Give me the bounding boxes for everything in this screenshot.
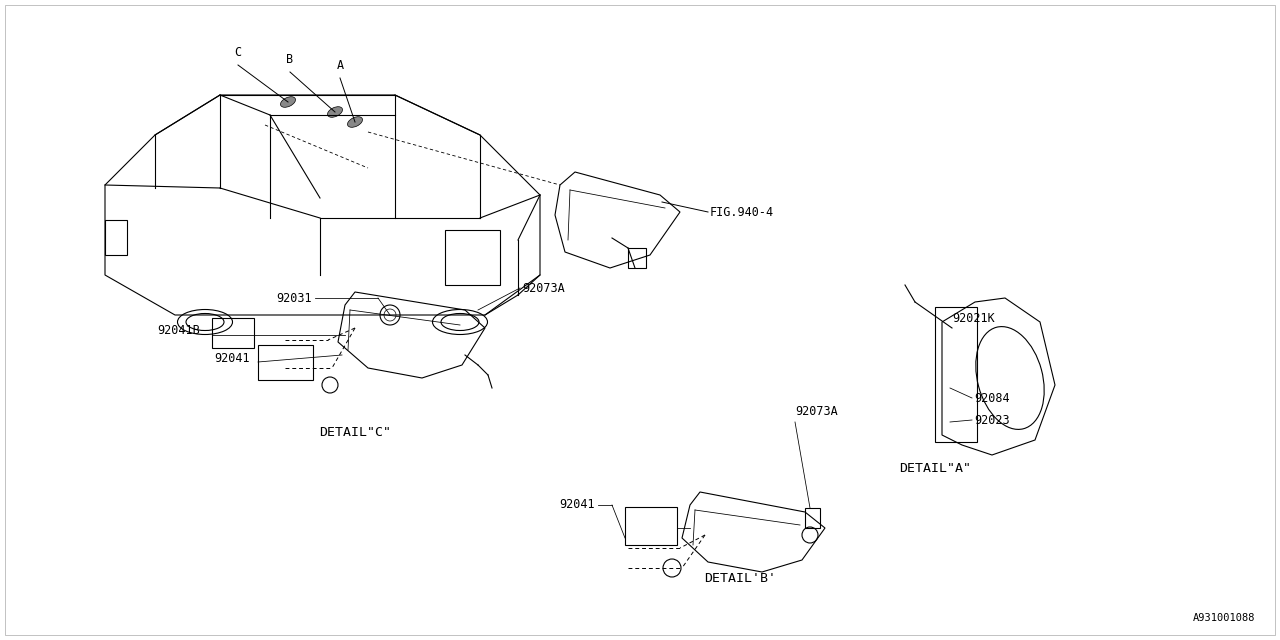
Bar: [212, 318, 253, 348]
Text: C: C: [234, 46, 242, 59]
Text: B: B: [287, 53, 293, 66]
Text: 92041B: 92041B: [157, 323, 200, 337]
Bar: [625, 507, 677, 545]
Text: 92073A: 92073A: [522, 282, 564, 294]
Text: 92031: 92031: [276, 291, 312, 305]
Ellipse shape: [280, 97, 296, 108]
Text: A931001088: A931001088: [1193, 613, 1254, 623]
Ellipse shape: [328, 107, 343, 117]
Ellipse shape: [347, 116, 362, 127]
Text: 92021K: 92021K: [952, 312, 995, 325]
Text: 92023: 92023: [974, 413, 1010, 426]
Text: 92073A: 92073A: [795, 405, 837, 418]
Bar: [445, 230, 500, 285]
Text: FIG.940-4: FIG.940-4: [710, 205, 774, 218]
Text: DETAIL'B': DETAIL'B': [704, 572, 776, 584]
Text: A: A: [337, 59, 343, 72]
Bar: [805, 508, 820, 528]
Bar: [628, 248, 646, 268]
Bar: [259, 345, 314, 380]
Text: DETAIL"C": DETAIL"C": [319, 426, 390, 438]
Text: 92041: 92041: [559, 499, 595, 511]
Text: 92041: 92041: [214, 351, 250, 365]
Bar: [934, 307, 977, 442]
Text: DETAIL"A": DETAIL"A": [899, 461, 972, 474]
Text: 92084: 92084: [974, 392, 1010, 404]
Bar: [105, 220, 127, 255]
